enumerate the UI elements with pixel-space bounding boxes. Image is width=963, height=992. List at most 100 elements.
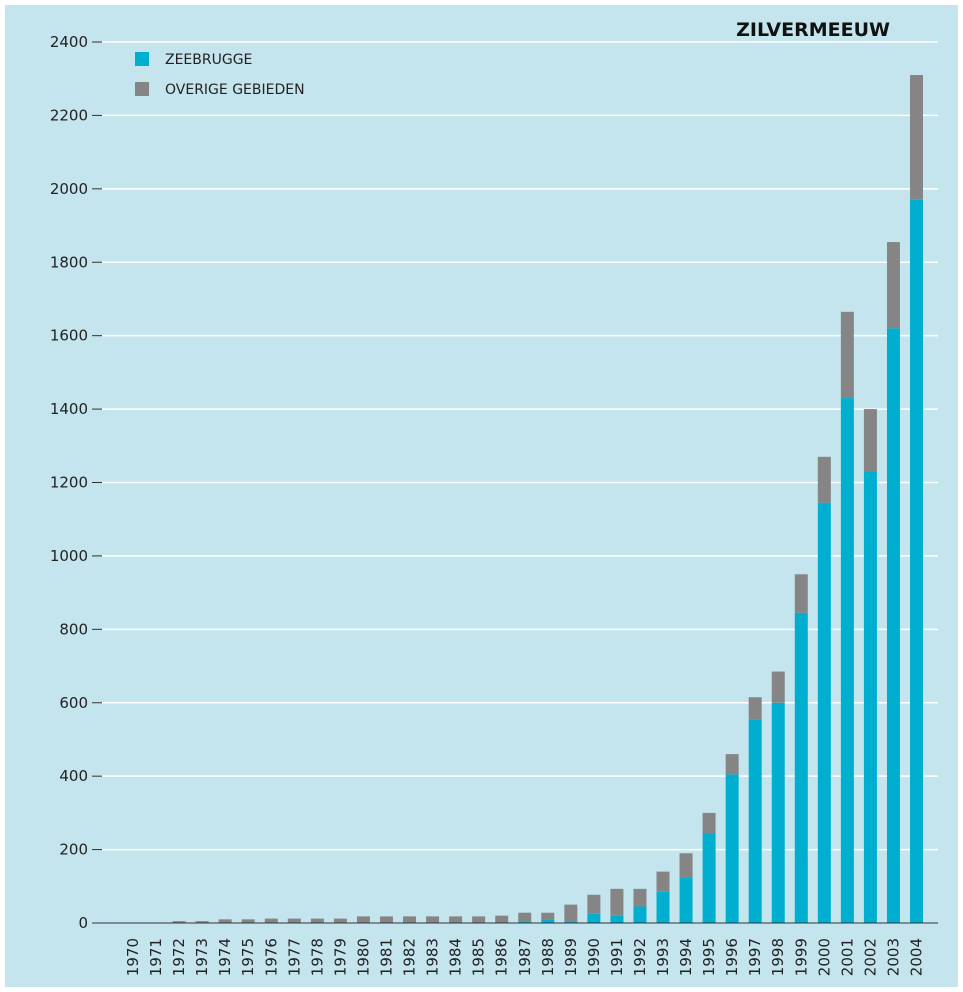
x-tick-label: 1997 [746,938,764,976]
bar-overige-gebieden-1975 [241,919,255,923]
x-tick-label: 1996 [723,938,741,976]
bar-zeebrugge-1989 [564,921,578,923]
y-tick-labels: 0 200 400 600 800 1000 1200 1400 1600 1800 2000 220… [50,33,88,932]
bar-overige-gebieden-1986 [495,915,509,923]
axes [92,41,938,924]
x-tick-label: 1998 [769,938,787,976]
x-tick-label: 1991 [608,938,626,976]
x-tick-label: 2004 [908,938,926,976]
x-tick-label: 1974 [216,938,234,976]
bar-overige-gebieden-2002 [863,409,877,472]
bar-overige-gebieden-1974 [218,919,232,923]
bar-zeebrugge-1987 [518,921,532,923]
bar-overige-gebieden-1997 [748,697,762,720]
bar-zeebrugge-1990 [587,913,601,923]
y-tick-label: 1200 [50,474,88,492]
x-tick-label: 1970 [124,938,142,976]
bar-overige-gebieden-1987 [518,912,532,922]
bar-overige-gebieden-1977 [287,918,301,923]
bar-overige-gebieden-1985 [472,916,486,923]
bar-zeebrugge-1995 [702,833,716,923]
bar-zeebrugge-2002 [863,471,877,923]
x-tick-label: 1975 [239,938,257,976]
x-tick-label: 1990 [585,938,603,976]
bar-zeebrugge-1999 [794,612,808,923]
y-tick-label: 1000 [50,547,88,565]
bar-zeebrugge-1998 [771,702,785,923]
bar-overige-gebieden-2000 [817,456,831,503]
y-tick-label: 0 [78,914,88,932]
y-tick-label: 200 [59,841,88,859]
x-tick-label: 2001 [838,938,856,976]
bar-overige-gebieden-1981 [379,916,393,923]
bar-overige-gebieden-1972 [172,921,186,923]
bar-overige-gebieden-1988 [541,912,555,920]
x-tick-label: 1982 [401,938,419,976]
x-tick-label: 1971 [147,938,165,976]
x-tick-label: 1973 [193,938,211,976]
bar-zeebrugge-2003 [886,328,900,923]
bar-overige-gebieden-2003 [886,242,900,329]
y-tick-label: 1600 [50,327,88,345]
y-tick-label: 2200 [50,106,88,124]
bar-zeebrugge-1993 [656,891,670,923]
x-tick-label: 1972 [170,938,188,976]
bar-overige-gebieden-1992 [633,888,647,907]
y-tick-label: 1400 [50,400,88,418]
x-tick-label: 1977 [285,938,303,976]
x-tick-label: 1995 [700,938,718,976]
bar-overige-gebieden-1978 [310,918,324,923]
bar-overige-gebieden-2004 [910,75,923,200]
bar-overige-gebieden-1991 [610,888,624,916]
chart-title: ZILVERMEEUW [736,19,890,41]
x-tick-label: 1981 [377,938,395,976]
x-tick-label: 2002 [861,938,879,976]
x-tick-label: 1987 [516,938,534,976]
bar-overige-gebieden-2001 [840,311,854,399]
legend-label-zeebrugge: ZEEBRUGGE [165,52,252,68]
x-tick-label: 1985 [470,938,488,976]
legend-swatch-overige-gebieden [135,82,149,96]
y-tick-label: 400 [59,767,88,785]
bar-overige-gebieden-1982 [403,916,417,923]
chart-background [5,5,958,987]
x-tick-label: 1978 [308,938,326,976]
bar-overige-gebieden-1999 [794,574,808,613]
x-tick-label: 1980 [354,938,372,976]
bar-overige-gebieden-1998 [771,671,785,703]
y-tick-label: 2000 [50,180,88,198]
bar-overige-gebieden-1976 [264,918,278,923]
bar-overige-gebieden-1994 [679,853,693,878]
x-tick-label: 1976 [262,938,280,976]
x-tick-labels: 1970 1971 1972 1973 1974 1975 1976 1977 1978 1979… [124,938,926,976]
bar-overige-gebieden-1989 [564,904,578,922]
x-tick-label: 1983 [424,938,442,976]
bar-zeebrugge-2000 [817,502,831,923]
bars [172,75,923,924]
x-tick-label: 1999 [792,938,810,976]
x-tick-label: 1984 [447,938,465,976]
bar-overige-gebieden-1980 [356,916,370,923]
bar-zeebrugge-1996 [725,774,739,923]
legend-label-overige-gebieden: OVERIGE GEBIEDEN [165,82,305,98]
bar-zeebrugge-1991 [610,915,624,923]
x-tick-label: 1986 [493,938,511,976]
x-tick-label: 1989 [562,938,580,976]
x-tick-label: 2003 [884,938,902,976]
y-tick-label: 1800 [50,253,88,271]
bar-overige-gebieden-1995 [702,812,716,834]
bar-zeebrugge-1992 [633,906,647,923]
bar-overige-gebieden-1983 [426,916,440,923]
bar-overige-gebieden-1973 [195,921,209,923]
bar-zeebrugge-2004 [910,199,923,924]
gridlines [102,41,938,851]
bar-overige-gebieden-1979 [333,918,347,923]
x-tick-label: 1993 [654,938,672,976]
bar-zeebrugge-1988 [541,919,555,923]
bar-overige-gebieden-1990 [587,894,601,914]
x-tick-label: 1988 [539,938,557,976]
y-tick-label: 2400 [50,33,88,51]
bar-zeebrugge-1997 [748,719,762,923]
x-tick-label: 1992 [631,938,649,976]
